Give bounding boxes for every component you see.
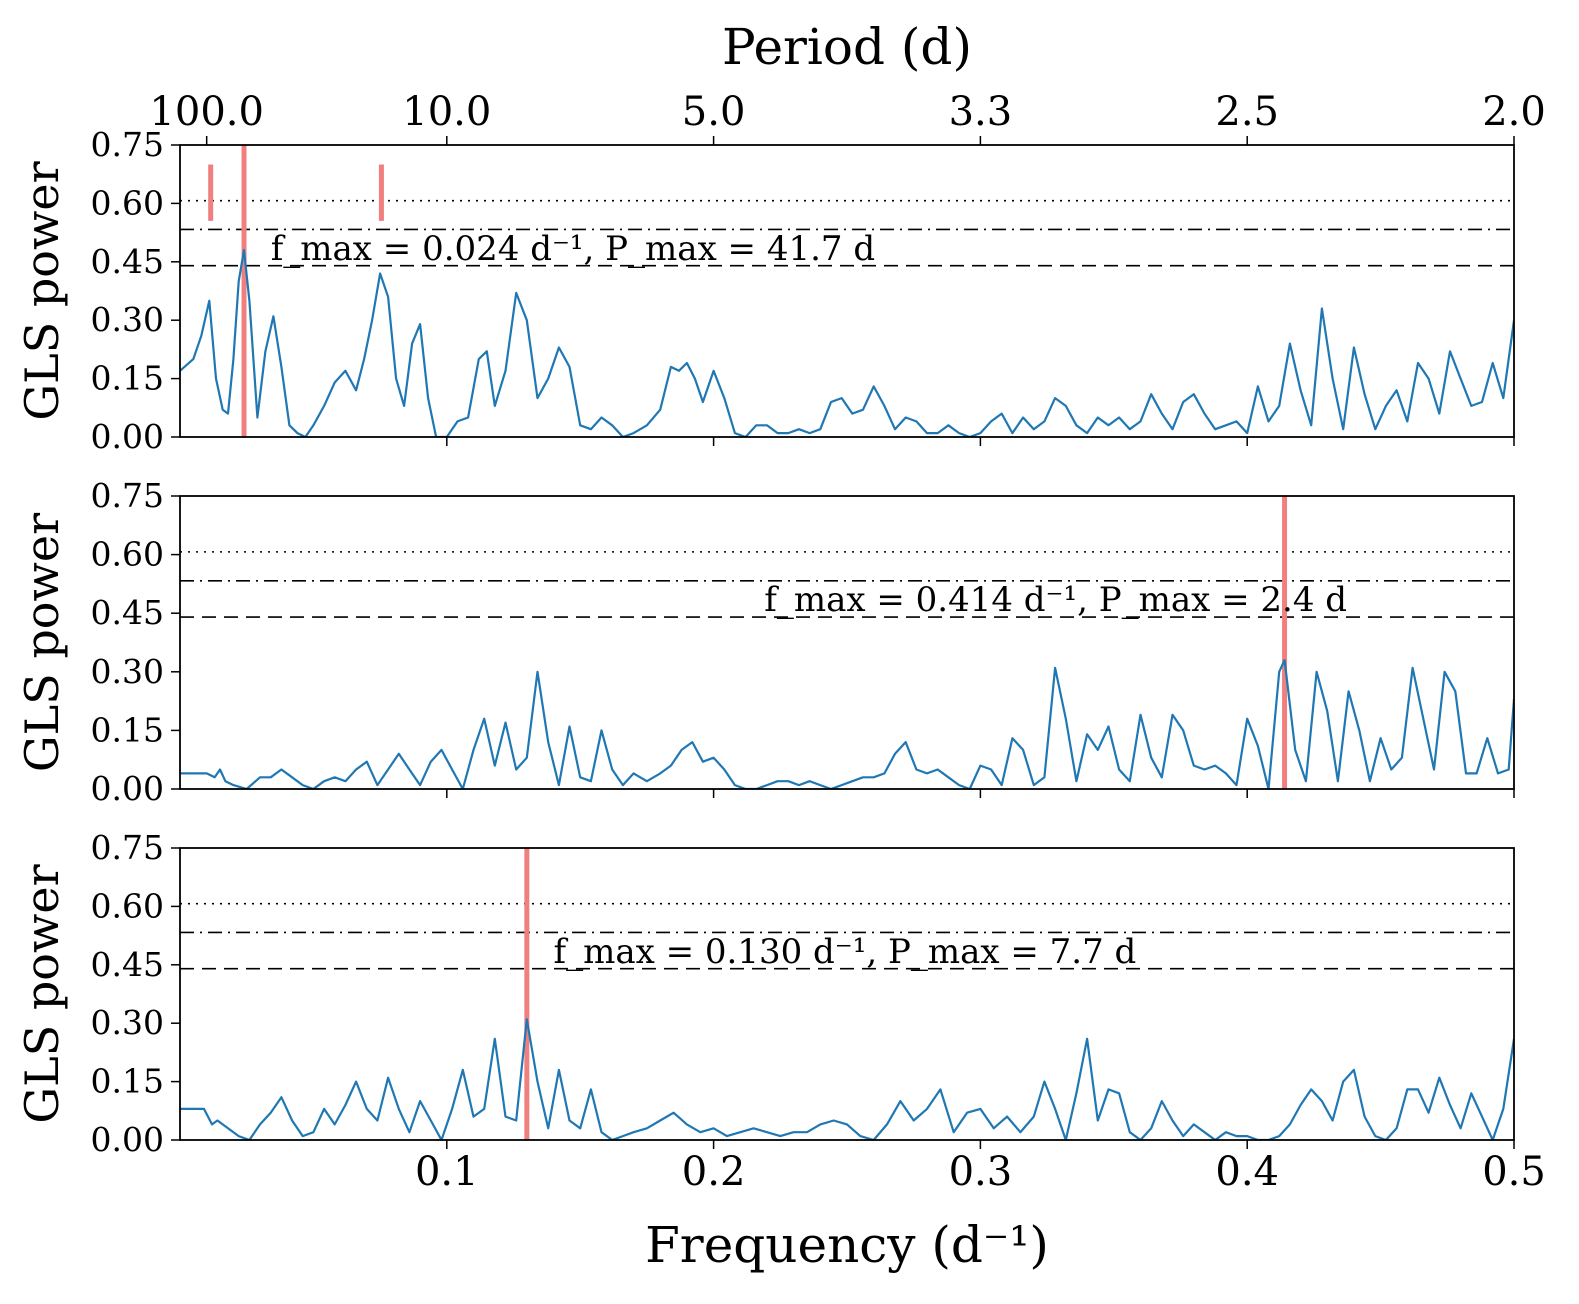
period-tick-label: 2.0 [1482,89,1546,135]
peak-annotation: f_max = 0.414 d⁻¹, P_max = 2.4 d [764,580,1347,620]
x-tick-label: 0.2 [682,1149,746,1195]
axes-frame [179,847,1515,1141]
y-tick-label: 0.60 [91,535,164,574]
frequency-axis-title: Frequency (d⁻¹) [645,1216,1049,1274]
x-tick-label: 0.4 [1215,1149,1279,1195]
peak-annotation: f_max = 0.130 d⁻¹, P_max = 7.7 d [554,932,1137,972]
y-tick-label: 0.60 [91,886,164,925]
y-axis-title: GLS power [15,161,69,420]
period-tick-label: 2.5 [1215,89,1279,135]
axes-frame [179,495,1515,790]
y-tick-label: 0.60 [91,183,164,222]
period-tick-label: 100.0 [149,89,264,135]
x-tick-label: 0.5 [1482,1149,1546,1195]
y-tick-label: 0.00 [91,1120,164,1159]
period-tick-label: 10.0 [402,89,491,135]
y-tick-label: 0.15 [91,1062,164,1101]
x-tick-label: 0.1 [415,1149,479,1195]
y-axis-title: GLS power [15,513,69,772]
x-tick-label: 0.3 [949,1149,1013,1195]
y-tick-label: 0.75 [91,125,164,164]
y-tick-label: 0.00 [91,769,164,808]
y-tick-label: 0.75 [91,476,164,515]
y-tick-label: 0.45 [91,945,164,984]
y-tick-label: 0.15 [91,710,164,749]
y-tick-label: 0.45 [91,242,164,281]
periodogram-line [180,659,1514,789]
y-axis-title: GLS power [15,864,69,1123]
y-tick-label: 0.30 [91,300,164,339]
axes-frame [179,144,1515,438]
period-tick-label: 3.3 [949,89,1013,135]
periodogram-line [180,249,1514,437]
y-tick-label: 0.30 [91,652,164,691]
periodogram-line [180,1018,1514,1140]
panel-2: 0.00 0.15 0.30 0.45 0.60 0.75 GLS power f_max =… [15,476,1515,808]
period-axis-title: Period (d) [722,18,972,76]
period-tick-label: 5.0 [682,89,746,135]
peak-annotation: f_max = 0.024 d⁻¹, P_max = 41.7 d [271,229,875,269]
y-tick-label: 0.75 [91,828,164,867]
y-tick-label: 0.30 [91,1003,164,1042]
y-tick-label: 0.00 [91,417,164,456]
y-tick-label: 0.15 [91,359,164,398]
panel-3: 0.00 0.15 0.30 0.45 0.60 0.75 0.1 0.2 0.3 0.4 0.5 G… [15,828,1546,1195]
y-tick-label: 0.45 [91,593,164,632]
